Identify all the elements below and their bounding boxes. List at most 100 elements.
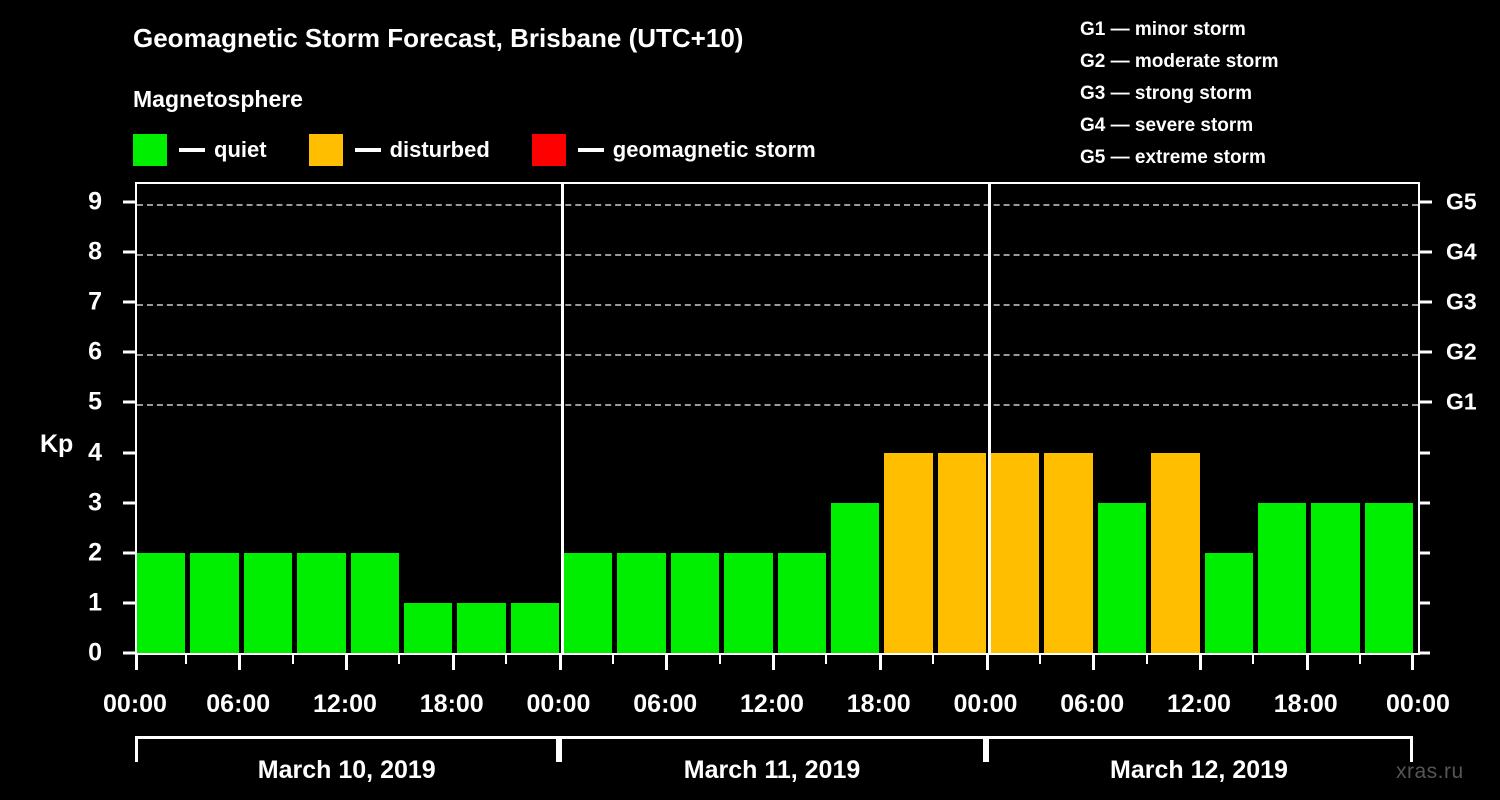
g-tick-label-G2: G2 — [1446, 338, 1477, 365]
y-tick-mark-2 — [123, 551, 135, 555]
y-tick-label-9: 9 — [88, 187, 102, 216]
bar-19 — [1151, 452, 1200, 653]
x-tick-label-3: 18:00 — [419, 690, 484, 718]
x-tick-9 — [611, 655, 614, 664]
x-tick-18 — [1092, 655, 1096, 670]
date-bracket-2 — [558, 736, 986, 762]
x-tick-11 — [718, 655, 721, 664]
bar-4 — [350, 552, 399, 653]
bar-1 — [190, 552, 239, 653]
date-bracket-1 — [135, 736, 559, 762]
g-scale-legend: G1 — minor storm G2 — moderate storm G3 — … — [1080, 14, 1279, 174]
quiet-swatch — [133, 134, 167, 166]
x-tick-22 — [1305, 655, 1309, 670]
g-tick-label-G5: G5 — [1446, 188, 1477, 215]
bar-6 — [457, 602, 506, 653]
y-tick-label-3: 3 — [88, 488, 102, 517]
y-tick-mark-0 — [123, 651, 135, 655]
g-tick-minor-3 — [1420, 501, 1430, 505]
bar-22 — [1311, 502, 1360, 653]
x-tick-8 — [558, 655, 562, 670]
y-tick-mark-9 — [123, 200, 135, 204]
plot-area — [135, 182, 1420, 655]
g-tick-mark-G5 — [1420, 200, 1432, 204]
legend-dash-2 — [577, 148, 604, 152]
gridline-kp-7 — [137, 304, 1418, 307]
g-tick-minor-2 — [1420, 551, 1430, 555]
y-tick-mark-8 — [123, 250, 135, 254]
legend-item-2: geomagnetic storm — [531, 134, 816, 166]
bar-20 — [1204, 552, 1253, 653]
x-tick-23 — [1359, 655, 1362, 664]
bar-7 — [510, 602, 559, 653]
x-tick-label-1: 06:00 — [206, 690, 271, 718]
disturbed-swatch — [308, 134, 343, 166]
bar-12 — [777, 552, 826, 653]
y-tick-label-8: 8 — [88, 237, 102, 266]
bar-18 — [1097, 502, 1147, 653]
chart-subtitle: Magnetosphere — [133, 86, 303, 112]
x-tick-6 — [451, 655, 455, 670]
g-tick-mark-G3 — [1420, 300, 1432, 304]
x-tick-19 — [1145, 655, 1148, 664]
x-tick-10 — [665, 655, 669, 670]
bar-8 — [564, 552, 613, 653]
x-tick-15 — [932, 655, 935, 664]
gridline-kp-6 — [137, 354, 1418, 357]
g-tick-mark-G4 — [1420, 250, 1432, 254]
bar-15 — [937, 452, 986, 653]
g-tick-label-G4: G4 — [1446, 238, 1477, 265]
gridline-kp-5 — [137, 404, 1418, 407]
date-label-3: March 12, 2019 — [1110, 756, 1288, 784]
x-tick-label-8: 00:00 — [953, 690, 1018, 718]
y-tick-label-2: 2 — [88, 538, 102, 567]
y-tick-mark-7 — [123, 300, 135, 304]
x-tick-label-6: 12:00 — [740, 690, 804, 718]
legend-dash-0 — [179, 148, 205, 152]
bar-23 — [1364, 502, 1413, 653]
x-tick-1 — [184, 655, 187, 664]
x-tick-7 — [505, 655, 508, 664]
plot-inner — [137, 184, 1418, 653]
g-tick-minor-0 — [1420, 651, 1430, 655]
x-tick-21 — [1252, 655, 1255, 664]
g-tick-minor-4 — [1420, 451, 1430, 455]
x-tick-13 — [825, 655, 828, 664]
bar-13 — [830, 502, 880, 653]
x-tick-label-5: 06:00 — [633, 690, 698, 718]
legend-item-1: disturbed — [308, 134, 490, 166]
x-tick-0 — [135, 655, 138, 670]
x-tick-16 — [985, 655, 989, 670]
g-scale-line-5: G5 — extreme storm — [1080, 147, 1266, 168]
g-scale-line-1: G1 — minor storm — [1080, 19, 1246, 40]
bar-3 — [297, 552, 346, 653]
x-tick-12 — [772, 655, 775, 670]
bar-11 — [724, 552, 773, 653]
x-tick-5 — [398, 655, 401, 664]
y-tick-label-1: 1 — [88, 588, 102, 617]
x-tick-label-7: 18:00 — [846, 690, 911, 718]
gridline-kp-8 — [137, 254, 1418, 257]
x-tick-3 — [291, 655, 294, 664]
g-tick-label-G1: G1 — [1446, 388, 1477, 415]
x-tick-20 — [1199, 655, 1202, 670]
x-tick-label-4: 00:00 — [526, 690, 591, 718]
x-tick-2 — [238, 655, 242, 670]
g-tick-mark-G1 — [1420, 400, 1432, 404]
x-tick-label-9: 06:00 — [1060, 690, 1125, 718]
y-tick-mark-6 — [123, 350, 135, 354]
legend-dash-1 — [354, 148, 381, 152]
y-tick-label-6: 6 — [88, 337, 102, 366]
x-tick-label-0: 00:00 — [103, 690, 167, 718]
storm-swatch — [531, 134, 566, 166]
x-tick-17 — [1038, 655, 1041, 664]
x-tick-14 — [878, 655, 882, 670]
bar-0 — [137, 552, 186, 653]
gridline-kp-9 — [137, 204, 1418, 206]
day-separator-1 — [560, 184, 564, 653]
g-tick-mark-G2 — [1420, 350, 1432, 354]
day-separator-2 — [987, 184, 991, 653]
legend-label-1: disturbed — [389, 137, 490, 162]
legend-item-0: quiet — [133, 134, 267, 166]
